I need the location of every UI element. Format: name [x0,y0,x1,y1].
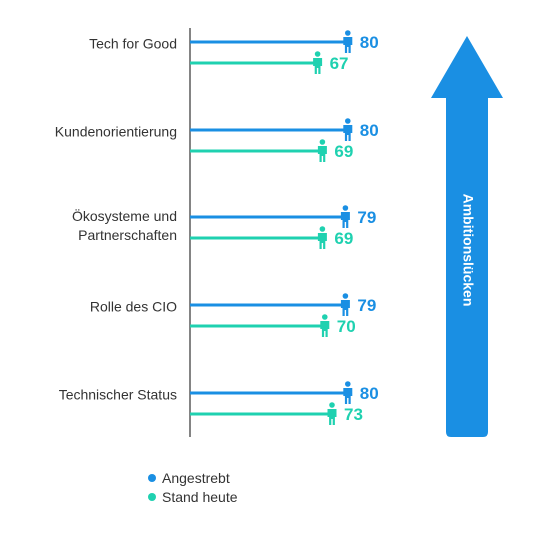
legend-item-angestrebt: Angestrebt [148,468,238,487]
data-label: 80 [360,121,379,140]
legend-label-stand-heute: Stand heute [162,488,238,505]
category-label: Ökosysteme und [72,207,177,224]
arrow-label: Ambitionslücken [460,194,476,307]
legend-dot-angestrebt [148,473,156,482]
data-label: 67 [330,54,349,73]
legend: Angestrebt Stand heute [148,468,238,506]
person-icon [313,51,323,74]
ambition-arrow: Ambitionslücken [431,36,503,437]
data-label: 80 [360,384,379,403]
person-icon [343,118,353,141]
person-icon [343,30,353,53]
person-icon [317,226,327,249]
person-icon [343,381,353,404]
person-icon [340,293,350,316]
person-icon [320,314,330,337]
data-label: 70 [337,317,356,336]
data-label: 79 [357,208,376,227]
data-label: 79 [357,296,376,315]
legend-item-stand-heute: Stand heute [148,487,238,506]
person-icon [327,402,337,425]
category-label: Kundenorientierung [55,124,177,140]
data-label: 73 [344,405,363,424]
data-label: 69 [334,229,353,248]
category-label: Rolle des CIO [90,299,177,315]
legend-label-angestrebt: Angestrebt [162,469,230,486]
person-icon [317,139,327,162]
bars-group: Tech for Good 80 67 Kundenorientierung 80 69 Ö… [55,30,379,425]
category-label: Partnerschaften [78,227,177,243]
legend-dot-stand-heute [148,492,156,501]
data-label: 80 [360,33,379,52]
data-label: 69 [334,142,353,161]
category-label: Tech for Good [89,36,177,52]
arrow-shape [431,36,503,437]
category-label: Technischer Status [59,387,177,403]
person-icon [340,205,350,228]
